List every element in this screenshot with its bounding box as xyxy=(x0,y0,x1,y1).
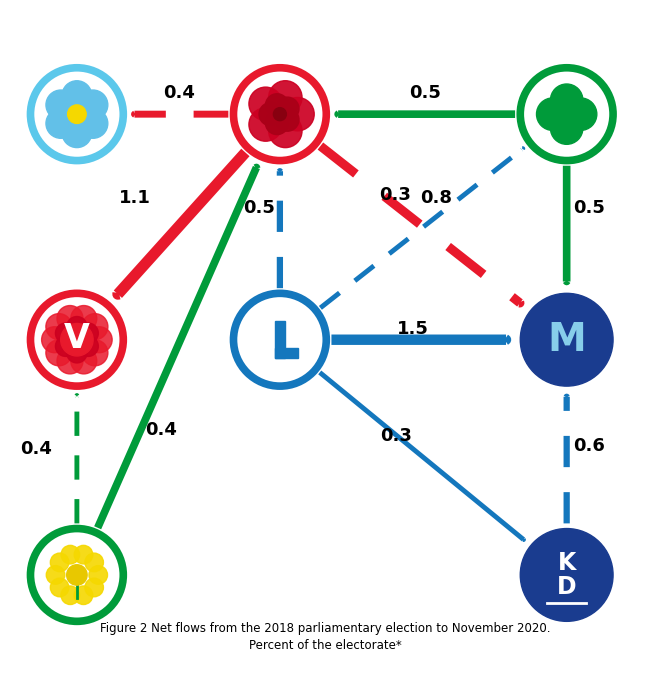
Circle shape xyxy=(31,68,124,161)
Text: 0.6: 0.6 xyxy=(573,437,605,455)
Circle shape xyxy=(78,336,98,357)
Text: 1.1: 1.1 xyxy=(119,189,151,207)
Circle shape xyxy=(46,566,65,584)
Circle shape xyxy=(78,90,108,120)
Circle shape xyxy=(62,81,92,110)
Circle shape xyxy=(67,316,87,337)
Circle shape xyxy=(281,98,314,131)
Text: 0.8: 0.8 xyxy=(420,189,452,207)
Text: 0.5: 0.5 xyxy=(243,199,275,217)
Circle shape xyxy=(57,348,83,374)
Circle shape xyxy=(55,336,76,357)
Circle shape xyxy=(82,340,108,366)
Text: 0.3: 0.3 xyxy=(380,427,412,446)
Circle shape xyxy=(78,108,108,138)
Circle shape xyxy=(42,326,68,353)
Text: Figure 2 Net flows from the 2018 parliamentary election to November 2020.
Percen: Figure 2 Net flows from the 2018 parliam… xyxy=(99,623,551,652)
Circle shape xyxy=(551,112,583,144)
Circle shape xyxy=(78,323,98,343)
Circle shape xyxy=(520,68,613,161)
Circle shape xyxy=(71,348,97,374)
Circle shape xyxy=(233,68,326,161)
Bar xyxy=(275,348,298,358)
Text: K: K xyxy=(558,551,576,575)
Text: D: D xyxy=(557,575,577,598)
Circle shape xyxy=(46,340,72,366)
Circle shape xyxy=(265,112,289,135)
Text: 1.5: 1.5 xyxy=(396,320,428,338)
Circle shape xyxy=(60,324,93,356)
Circle shape xyxy=(249,108,282,141)
Circle shape xyxy=(249,87,282,120)
Circle shape xyxy=(68,105,86,123)
Circle shape xyxy=(564,98,597,131)
Circle shape xyxy=(62,118,92,147)
Text: 0.4: 0.4 xyxy=(20,440,52,458)
Circle shape xyxy=(85,553,103,571)
Circle shape xyxy=(562,110,571,119)
Circle shape xyxy=(61,545,79,564)
Circle shape xyxy=(74,545,93,564)
Circle shape xyxy=(46,314,72,340)
Circle shape xyxy=(89,566,107,584)
Text: 0.4: 0.4 xyxy=(162,84,194,102)
Circle shape xyxy=(520,293,613,386)
Circle shape xyxy=(276,97,299,120)
Circle shape xyxy=(259,102,282,126)
Circle shape xyxy=(67,343,87,363)
Text: 0.5: 0.5 xyxy=(573,199,605,217)
Circle shape xyxy=(85,578,103,597)
Circle shape xyxy=(31,293,124,386)
Circle shape xyxy=(233,293,326,386)
Circle shape xyxy=(82,314,108,340)
Text: V: V xyxy=(64,322,90,355)
Circle shape xyxy=(551,84,583,116)
Text: 0.4: 0.4 xyxy=(145,421,177,439)
Circle shape xyxy=(274,108,287,120)
Bar xyxy=(275,321,285,358)
Circle shape xyxy=(71,306,97,332)
Circle shape xyxy=(74,586,93,604)
Circle shape xyxy=(57,306,83,332)
Circle shape xyxy=(265,94,289,117)
Text: 0.5: 0.5 xyxy=(409,84,441,102)
Circle shape xyxy=(50,578,69,597)
Circle shape xyxy=(86,326,112,353)
Circle shape xyxy=(268,81,302,114)
Text: 0.3: 0.3 xyxy=(379,186,411,204)
Circle shape xyxy=(46,108,75,138)
Circle shape xyxy=(50,553,69,571)
Circle shape xyxy=(55,323,76,343)
Circle shape xyxy=(67,565,87,585)
Circle shape xyxy=(46,90,75,120)
Circle shape xyxy=(31,528,124,621)
Circle shape xyxy=(276,108,299,131)
Circle shape xyxy=(61,586,79,604)
Circle shape xyxy=(520,528,613,621)
Circle shape xyxy=(268,114,302,147)
Text: M: M xyxy=(547,321,586,359)
Circle shape xyxy=(536,98,569,131)
